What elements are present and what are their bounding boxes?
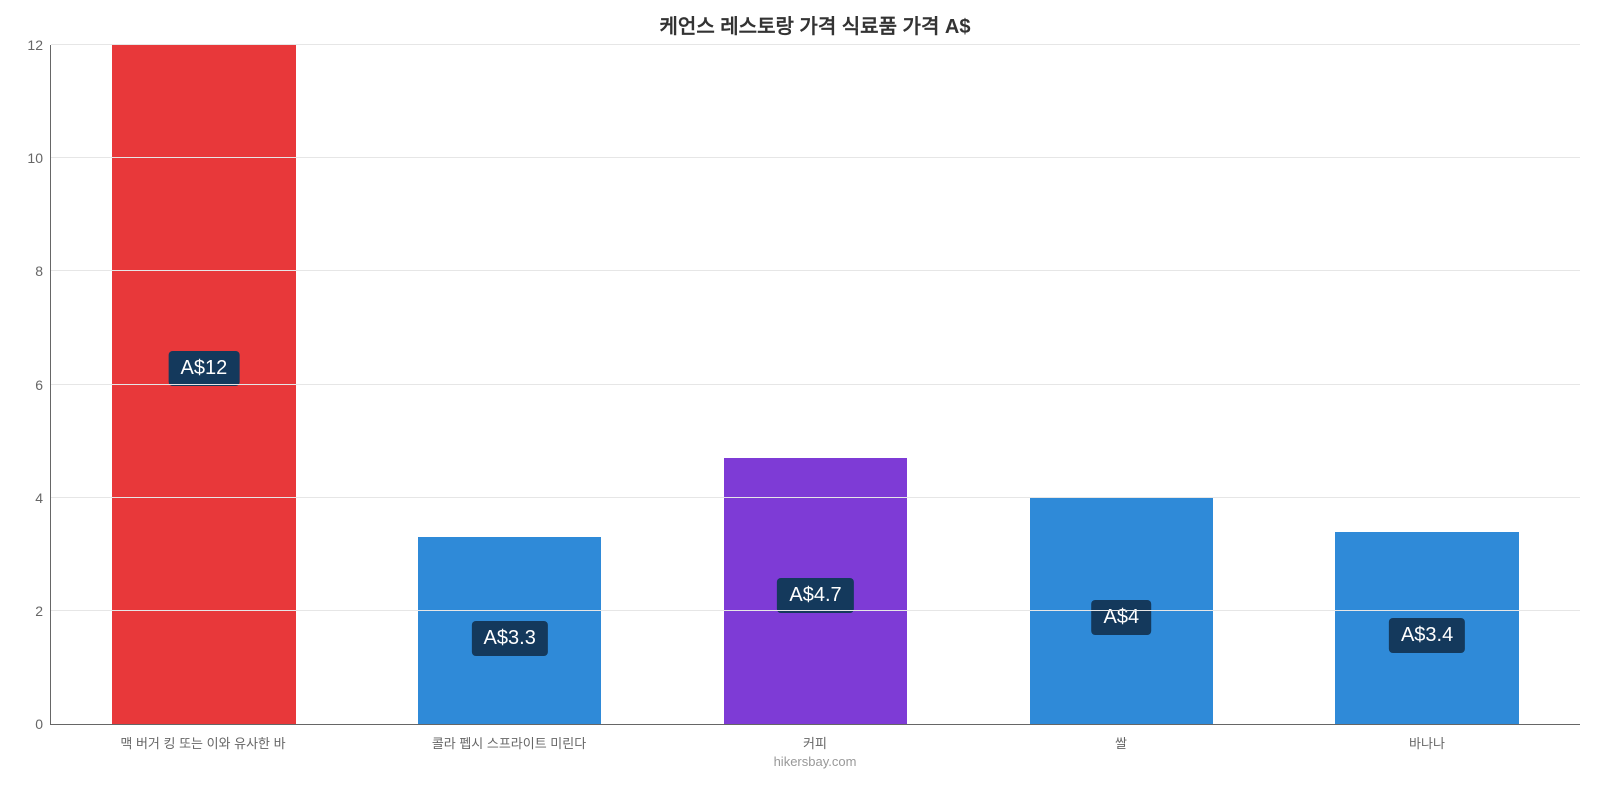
grid-line xyxy=(51,44,1580,45)
grid-line xyxy=(51,610,1580,611)
plot-area: A$12A$3.3A$4.7A$4A$3.4 024681012 xyxy=(50,45,1580,725)
bar: A$3.3 xyxy=(418,537,601,724)
bar-slot: A$3.4 xyxy=(1274,45,1580,724)
grid-line xyxy=(51,384,1580,385)
bar: A$12 xyxy=(112,45,295,724)
chart-title: 케언스 레스토랑 가격 식료품 가격 A$ xyxy=(50,10,1580,39)
bar-slot: A$4 xyxy=(968,45,1274,724)
bars-container: A$12 A$3.3 A$4.7 A$4 A$3.4 xyxy=(51,45,1580,724)
value-badge: A$4 xyxy=(1091,600,1151,635)
grid-line xyxy=(51,157,1580,158)
bar: A$3.4 xyxy=(1335,532,1518,724)
y-tick-label: 12 xyxy=(27,37,51,53)
value-badge: A$3.4 xyxy=(1389,618,1465,653)
bar-slot: A$4.7 xyxy=(663,45,969,724)
value-badge: A$4.7 xyxy=(777,578,853,613)
y-tick-label: 0 xyxy=(35,716,51,732)
x-axis-label: 쌀 xyxy=(968,733,1274,752)
grid-line xyxy=(51,497,1580,498)
y-tick-label: 6 xyxy=(35,377,51,393)
x-axis-label: 맥 버거 킹 또는 이와 유사한 바 xyxy=(50,733,356,752)
y-tick-label: 10 xyxy=(27,150,51,166)
source-text: hikersbay.com xyxy=(50,754,1580,769)
value-badge: A$12 xyxy=(169,351,240,386)
grid-line xyxy=(51,270,1580,271)
x-axis-label: 바나나 xyxy=(1274,733,1580,752)
grid-line xyxy=(51,723,1580,724)
bar: A$4.7 xyxy=(724,458,907,724)
y-tick-label: 4 xyxy=(35,490,51,506)
x-axis-label: 콜라 펩시 스프라이트 미린다 xyxy=(356,733,662,752)
bar-slot: A$3.3 xyxy=(357,45,663,724)
value-badge: A$3.3 xyxy=(472,621,548,656)
y-tick-label: 2 xyxy=(35,603,51,619)
bar-slot: A$12 xyxy=(51,45,357,724)
x-axis-label: 커피 xyxy=(662,733,968,752)
y-tick-label: 8 xyxy=(35,263,51,279)
price-bar-chart: 케언스 레스토랑 가격 식료품 가격 A$ A$12A$3.3A$4.7A$4A… xyxy=(0,0,1600,800)
x-axis-labels: 맥 버거 킹 또는 이와 유사한 바콜라 펩시 스프라이트 미린다커피쌀바나나 xyxy=(50,733,1580,752)
